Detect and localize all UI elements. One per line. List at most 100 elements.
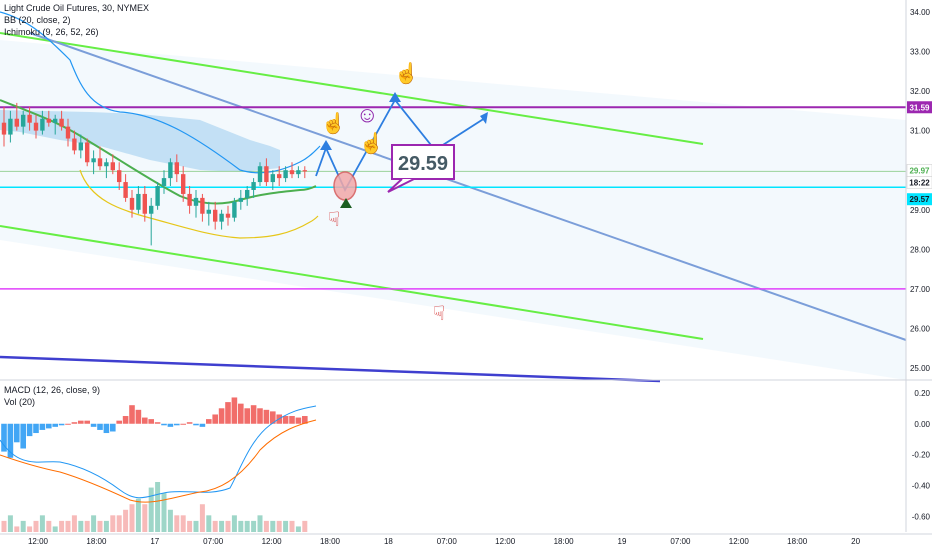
lower-blue-trendline[interactable] [0, 355, 661, 383]
price-axis-tick-label: 31.00 [910, 127, 931, 136]
main-legend: Light Crude Oil Futures, 30, NYMEX BB (2… [4, 2, 149, 38]
macd-histogram-bar [282, 416, 289, 424]
candle-body[interactable] [129, 197, 135, 210]
callout-price-text: 29.59 [398, 153, 448, 175]
volume-bar [193, 520, 199, 532]
candle-body[interactable] [257, 166, 263, 183]
macd-axis-tick-label: -0.20 [912, 451, 931, 460]
candle-body[interactable] [174, 162, 179, 175]
macd-histogram-bar [302, 416, 308, 424]
candle-body[interactable] [104, 162, 109, 167]
candle-body[interactable] [264, 166, 269, 183]
candle-body[interactable] [53, 118, 58, 123]
macd-histogram-bar [193, 423, 199, 426]
candle-body[interactable] [21, 114, 26, 127]
macd-axis-tick-label: -0.60 [912, 513, 931, 522]
candle-body[interactable] [40, 118, 45, 131]
macd-axis-tick-label: -0.40 [912, 482, 931, 491]
time-axis-label: 18:00 [787, 537, 808, 546]
candle-body[interactable] [142, 193, 147, 214]
candle-body[interactable] [110, 162, 115, 171]
volume-bar [52, 526, 58, 532]
time-axis-label: 07:00 [670, 537, 691, 546]
candle-body[interactable] [155, 186, 160, 206]
arrow-head-up-2 [389, 92, 401, 102]
macd-histogram-bar [26, 423, 33, 437]
candle-body[interactable] [193, 197, 199, 206]
volume-bar [187, 520, 193, 532]
candle-body[interactable] [27, 114, 32, 123]
macd-histogram-bar [231, 397, 238, 424]
candle-body[interactable] [270, 174, 275, 183]
candle-body[interactable] [65, 126, 71, 139]
candle-body[interactable] [296, 170, 301, 175]
volume-bar [270, 520, 276, 532]
ichimoku-legend: Ichimoku (9, 26, 52, 26) [4, 27, 99, 37]
circle-marker[interactable] [333, 171, 357, 201]
price-axis-badge-label: 29.97 [909, 166, 930, 175]
candle-body[interactable] [168, 162, 173, 179]
price-callout-box[interactable] [391, 144, 455, 180]
macd-histogram-bar [270, 411, 276, 424]
candle-body[interactable] [225, 213, 231, 218]
candle-body[interactable] [200, 197, 205, 214]
volume-bar [97, 520, 103, 532]
candle-body[interactable] [91, 158, 96, 163]
macd-histogram-bar [33, 423, 39, 434]
macd-histogram-bar [167, 423, 174, 427]
candle-body[interactable] [219, 213, 224, 222]
candle-body[interactable] [206, 209, 211, 214]
candle-body[interactable] [277, 174, 282, 179]
candle-body[interactable] [85, 142, 90, 163]
candle-body[interactable] [72, 138, 77, 151]
candle-body[interactable] [117, 170, 122, 183]
candle-body[interactable] [1, 122, 7, 135]
candle-body[interactable] [14, 118, 19, 127]
price-axis-tick-label: 26.00 [910, 325, 931, 334]
candle-body[interactable] [302, 170, 307, 172]
candle-body[interactable] [251, 182, 256, 190]
channel-upper-line[interactable] [0, 32, 704, 145]
time-axis-label: 12:00 [28, 537, 49, 546]
candle-body[interactable] [8, 118, 13, 135]
macd-histogram-bar [58, 423, 65, 426]
macd-histogram-bar [244, 408, 250, 424]
macd-histogram-bar [154, 422, 161, 424]
time-axis-label: 19 [618, 537, 627, 546]
candle-body[interactable] [289, 170, 295, 175]
price-axis-tick-label: 34.00 [910, 8, 931, 17]
candle-body[interactable] [149, 205, 154, 214]
volume-bar [14, 526, 20, 532]
macd-histogram-bar [116, 420, 122, 424]
candle-body[interactable] [232, 201, 237, 218]
macd-line [0, 405, 317, 499]
channel-lower-line[interactable] [0, 225, 704, 340]
candle-body[interactable] [187, 193, 192, 206]
candle-body[interactable] [136, 193, 141, 210]
candle-body[interactable] [97, 158, 103, 167]
candle-body[interactable] [213, 209, 218, 222]
candle-body[interactable] [33, 122, 39, 131]
volume-bar [84, 520, 90, 532]
green-up-arrow-icon [340, 198, 352, 208]
macd-histogram-bar [206, 419, 212, 424]
candle-body[interactable] [245, 189, 250, 198]
macd-histogram-bar [46, 423, 52, 429]
macd-histogram-bar [199, 423, 206, 427]
volume-bar [91, 515, 97, 532]
macd-histogram-bar [65, 423, 71, 425]
candle-body[interactable] [161, 178, 167, 187]
price-axis-badge-label: 31.59 [909, 103, 930, 112]
candle-body[interactable] [283, 170, 288, 179]
volume-bar [20, 520, 26, 532]
candle-body[interactable] [238, 197, 243, 202]
candle-body[interactable] [181, 174, 186, 194]
price-axis-tick-label: 29.00 [910, 206, 931, 215]
candle-body[interactable] [78, 142, 83, 151]
candle-body[interactable] [59, 118, 64, 127]
candle-body[interactable] [123, 182, 128, 198]
candle-body[interactable] [46, 118, 51, 123]
macd-histogram-bar [110, 423, 116, 432]
